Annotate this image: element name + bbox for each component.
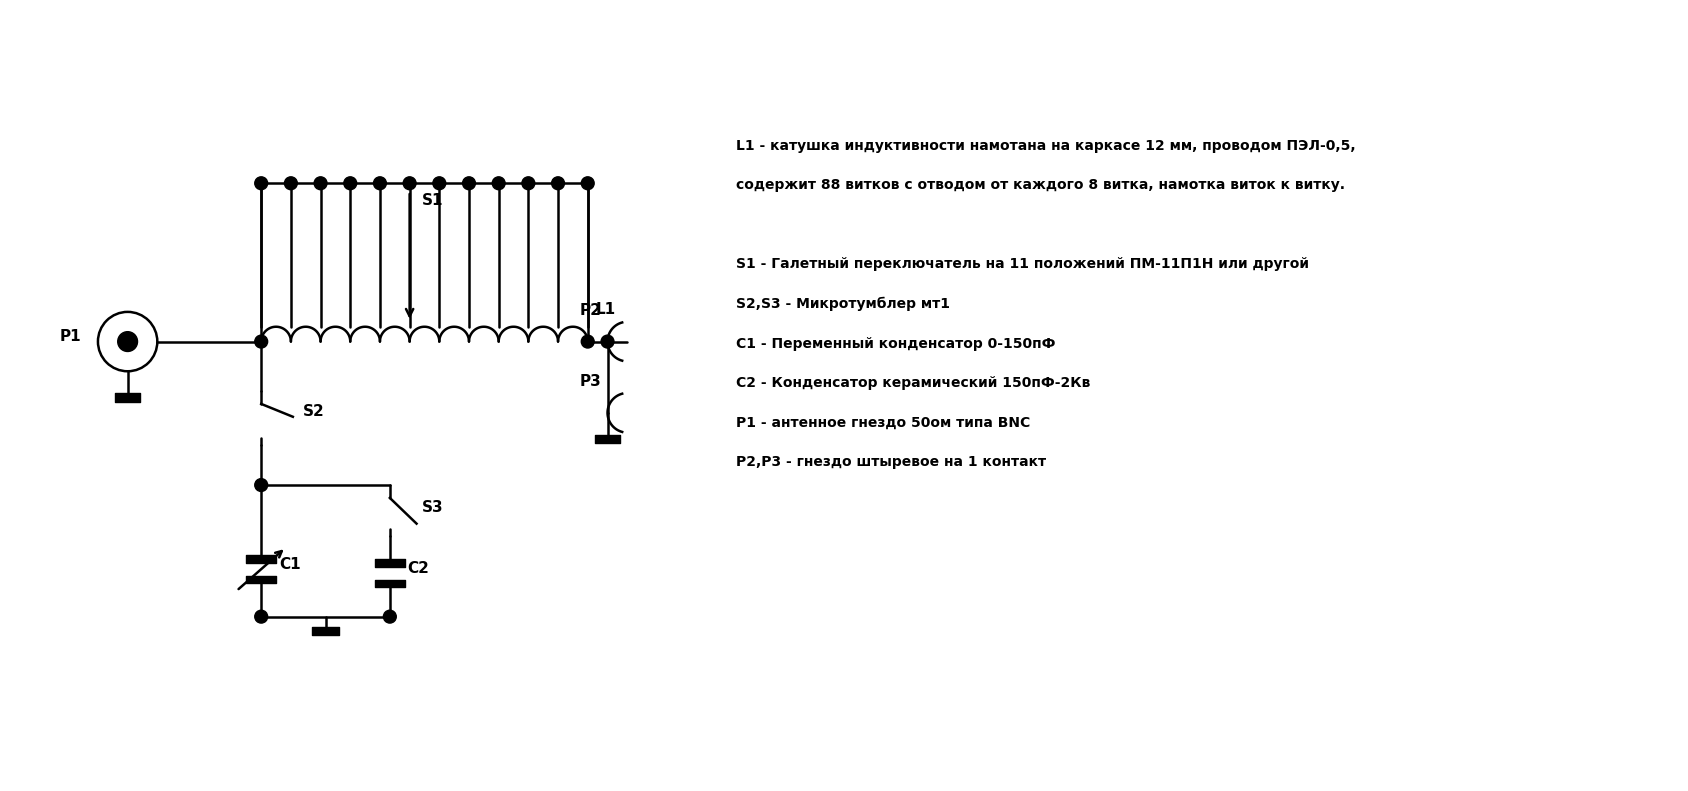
Circle shape <box>255 177 268 190</box>
Text: С2 - Конденсатор керамический 150пФ-2Кв: С2 - Конденсатор керамический 150пФ-2Кв <box>736 377 1090 390</box>
Circle shape <box>581 335 594 348</box>
Text: P2: P2 <box>579 303 601 318</box>
Text: С1 - Переменный конденсатор 0-150пФ: С1 - Переменный конденсатор 0-150пФ <box>736 337 1055 350</box>
Circle shape <box>493 177 505 190</box>
Circle shape <box>255 479 268 491</box>
Circle shape <box>383 610 397 623</box>
Text: Р1 - антенное гнездо 50ом типа BNC: Р1 - антенное гнездо 50ом типа BNC <box>736 416 1030 430</box>
Text: Р2,Р3 - гнездо штыревое на 1 контакт: Р2,Р3 - гнездо штыревое на 1 контакт <box>736 456 1047 469</box>
Text: L1 - катушка индуктивности намотана на каркасе 12 мм, проводом ПЭЛ-0,5,: L1 - катушка индуктивности намотана на к… <box>736 138 1355 153</box>
Text: S3: S3 <box>422 500 444 515</box>
Text: P3: P3 <box>579 374 601 389</box>
Text: P1: P1 <box>59 329 81 344</box>
Text: содержит 88 витков с отводом от каждого 8 витка, намотка виток к витку.: содержит 88 витков с отводом от каждого … <box>736 178 1345 192</box>
Circle shape <box>522 177 535 190</box>
Text: C2: C2 <box>407 561 429 576</box>
Circle shape <box>581 177 594 190</box>
Circle shape <box>601 335 614 348</box>
Text: C1: C1 <box>279 557 300 572</box>
Text: S2,S3 - Микротумблер мт1: S2,S3 - Микротумблер мт1 <box>736 297 950 312</box>
Circle shape <box>552 177 564 190</box>
Text: S1 - Галетный переключатель на 11 положений ПМ-11П1Н или другой: S1 - Галетный переключатель на 11 положе… <box>736 257 1310 271</box>
Text: S1: S1 <box>422 193 442 208</box>
Circle shape <box>255 335 268 348</box>
Circle shape <box>285 177 297 190</box>
Circle shape <box>255 610 268 623</box>
Circle shape <box>118 331 137 351</box>
Text: S2: S2 <box>302 403 324 418</box>
Circle shape <box>344 177 356 190</box>
Circle shape <box>432 177 446 190</box>
Circle shape <box>403 177 415 190</box>
Circle shape <box>373 177 387 190</box>
Text: L1: L1 <box>596 302 616 317</box>
Circle shape <box>463 177 476 190</box>
Circle shape <box>314 177 327 190</box>
